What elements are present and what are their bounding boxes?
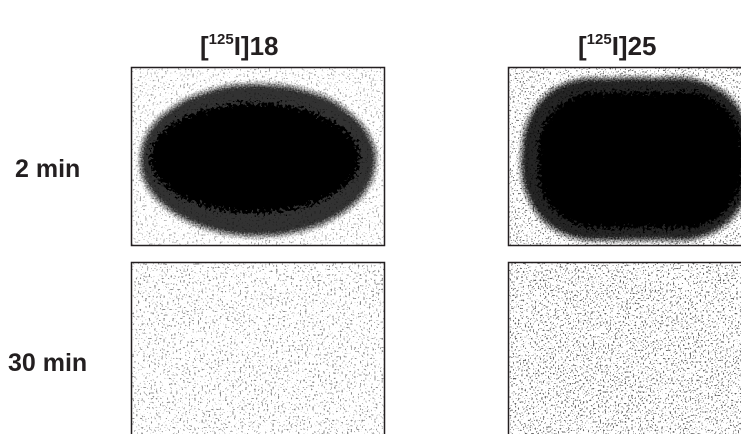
row-label: 2 min [15,155,80,183]
panel-border [130,66,386,247]
title-superscript: 125 [209,31,234,48]
title-suffix: I]18 [234,31,279,61]
scan-panel [131,262,385,434]
title-superscript: 125 [587,31,612,48]
column-title: [125I]18 [200,31,279,61]
title-prefix: [ [200,31,209,61]
scan-panel [508,67,741,246]
panel-border [130,261,386,434]
speckle [131,262,385,434]
title-suffix: I]25 [612,31,657,61]
panel-border [507,66,741,247]
title-prefix: [ [578,31,587,61]
row-label: 30 min [8,349,87,377]
signal-core [150,103,360,213]
scan-panel [131,67,385,246]
column-title: [125I]25 [578,31,657,61]
speckle [508,262,741,434]
panel-border [507,261,741,434]
scan-panel [508,262,741,434]
signal-core [538,92,741,228]
